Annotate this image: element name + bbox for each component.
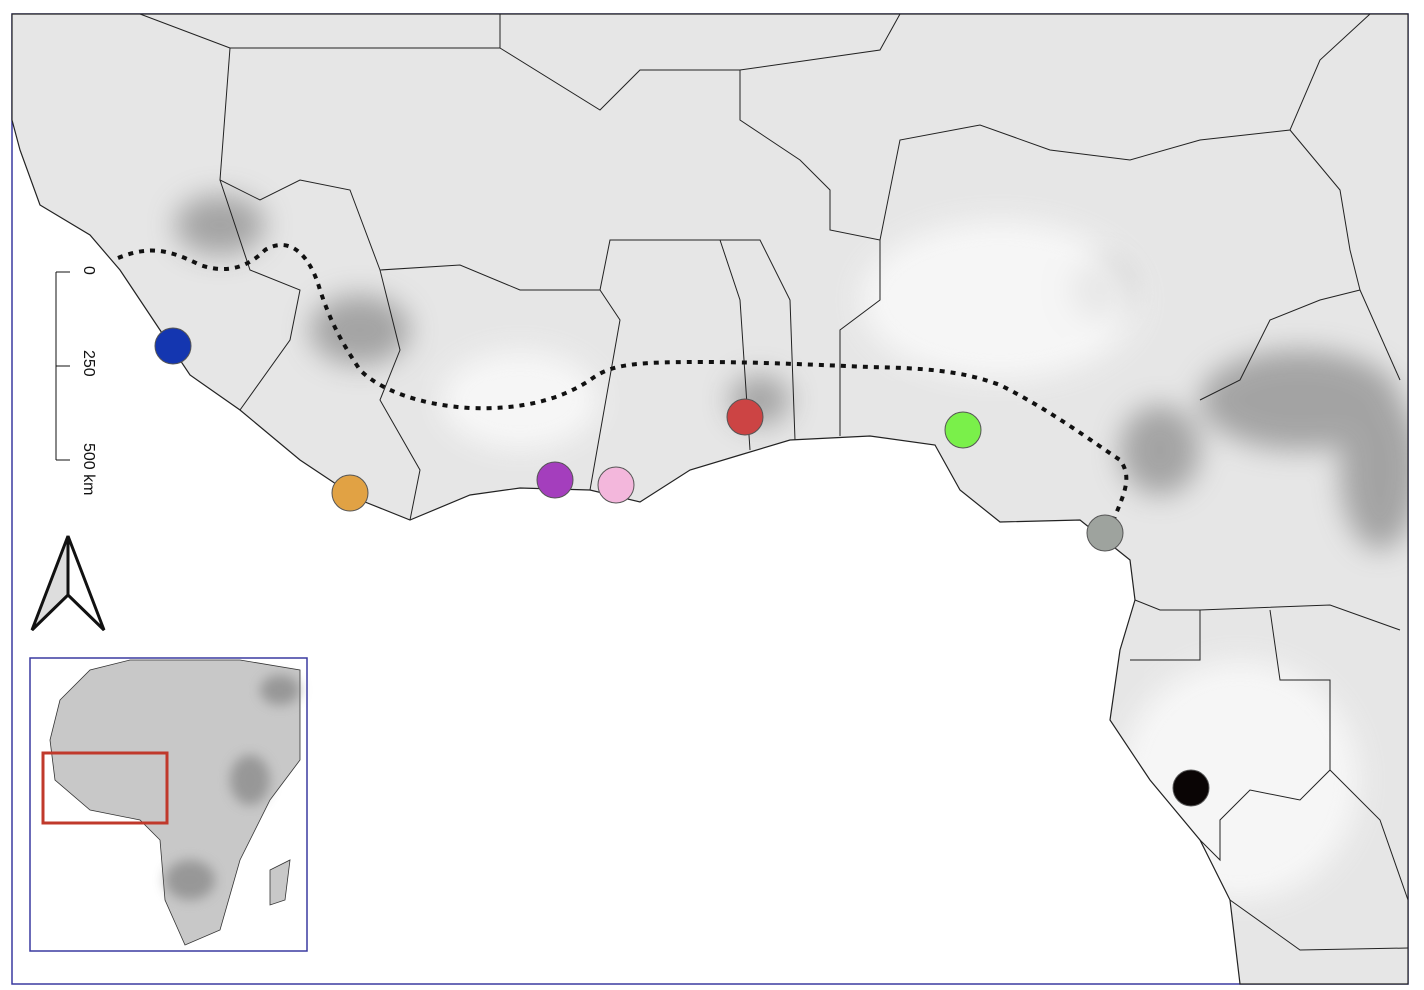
site-purple [536, 461, 574, 499]
scale-label: 0 [80, 266, 97, 275]
site-gray [1086, 514, 1124, 552]
scale-bar: 0 250 500 km [55, 266, 97, 495]
site-pink [597, 466, 635, 504]
scale-label: 250 [80, 350, 97, 377]
sample-sites [154, 327, 1210, 807]
site-orange [331, 474, 369, 512]
country-borders [139, 13, 1409, 951]
site-red [726, 398, 764, 436]
dotted-route [117, 243, 1129, 531]
north-arrow [30, 535, 106, 632]
site-black [1172, 769, 1210, 807]
site-green [944, 411, 982, 449]
inset-map [29, 657, 308, 952]
scale-label: 500 km [80, 443, 97, 495]
site-blue [154, 327, 192, 365]
inset-extent [41, 751, 169, 825]
